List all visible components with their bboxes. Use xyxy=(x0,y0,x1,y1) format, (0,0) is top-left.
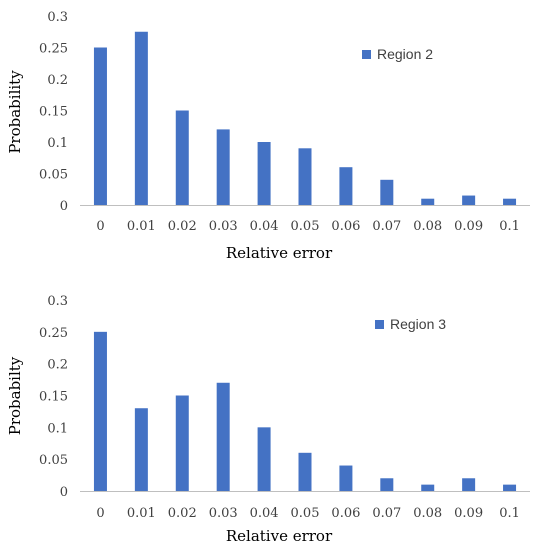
y-tick-label: 0.05 xyxy=(39,168,68,183)
bar xyxy=(380,179,394,205)
x-tick-label: 0 xyxy=(96,506,104,521)
x-tick-label: 0.09 xyxy=(454,506,483,521)
bar xyxy=(421,484,435,491)
x-tick-label: 0.07 xyxy=(372,219,401,234)
bar xyxy=(421,198,435,205)
x-tick-label: 0.05 xyxy=(291,219,320,234)
x-axis-title: Relative error xyxy=(226,527,333,545)
x-tick-label: 0.01 xyxy=(127,219,156,234)
x-tick-label: 0.1 xyxy=(499,219,520,234)
x-tick-labels: 0 0.01 0.02 0.03 0.04 0.05 0.06 0.07 0.08 0.09 0.1 xyxy=(96,506,520,521)
x-tick-label: 0.06 xyxy=(331,219,360,234)
y-tick-label: 0.25 xyxy=(39,326,68,341)
x-tick-label: 0.1 xyxy=(499,506,520,521)
bar xyxy=(339,167,353,205)
bar xyxy=(503,484,517,491)
bar xyxy=(339,465,353,491)
x-tick-label: 0.09 xyxy=(454,219,483,234)
chart-region-2: Probability Relative error 00.050.10.150… xyxy=(6,10,530,262)
bar xyxy=(134,31,148,205)
legend: Region 2 xyxy=(362,46,433,62)
x-tick-label: 0.02 xyxy=(168,506,197,521)
x-tick-label: 0.02 xyxy=(168,219,197,234)
y-tick-label: 0.15 xyxy=(39,105,68,120)
bar xyxy=(298,452,312,491)
x-tick-label: 0.08 xyxy=(413,219,442,234)
bar xyxy=(216,382,230,491)
x-tick-label: 0.04 xyxy=(250,219,279,234)
legend-label: Region 2 xyxy=(377,46,433,62)
legend: Region 3 xyxy=(375,316,446,332)
bar xyxy=(298,148,312,205)
x-tick-label: 0.08 xyxy=(413,506,442,521)
y-tick-label: 0.15 xyxy=(39,390,68,405)
y-tick-label: 0 xyxy=(60,485,68,500)
y-tick-label: 0.1 xyxy=(47,421,68,436)
y-tick-label: 0.3 xyxy=(47,294,68,309)
bar xyxy=(216,129,230,205)
x-tick-labels: 0 0.01 0.02 0.03 0.04 0.05 0.06 0.07 0.08 0.09 0.1 xyxy=(96,219,520,234)
bar xyxy=(462,195,476,205)
bar xyxy=(93,331,107,491)
bar-series xyxy=(93,31,517,205)
x-tick-label: 0 xyxy=(96,219,104,234)
chart-region-3: Probabilty Relative error 0 0.05 0.1 0.15 0.… xyxy=(6,294,530,545)
bar xyxy=(503,198,517,205)
bar xyxy=(257,142,271,205)
x-tick-label: 0.05 xyxy=(291,506,320,521)
legend-label: Region 3 xyxy=(390,316,446,332)
y-tick-label: 0.05 xyxy=(39,453,68,468)
bar xyxy=(134,408,148,491)
bar xyxy=(93,47,107,205)
x-tick-label: 0.07 xyxy=(372,506,401,521)
x-axis-title: Relative error xyxy=(226,244,333,262)
bar-series xyxy=(93,331,517,491)
bar xyxy=(175,395,189,491)
bar xyxy=(175,110,189,205)
y-axis-title: Probabilty xyxy=(6,356,24,435)
y-tick-label: 0.1 xyxy=(47,136,68,151)
legend-swatch xyxy=(362,50,371,59)
x-tick-label: 0.06 xyxy=(331,506,360,521)
legend-swatch xyxy=(375,320,384,329)
bar xyxy=(380,478,394,491)
y-tick-label: 0.2 xyxy=(47,358,68,373)
y-tick-labels: 0 0.05 0.1 0.15 0.2 0.25 0.3 xyxy=(39,10,68,214)
bar xyxy=(462,478,476,491)
x-tick-label: 0.03 xyxy=(209,219,238,234)
y-tick-label: 0.3 xyxy=(47,10,68,25)
y-tick-label: 0 xyxy=(60,199,68,214)
x-tick-label: 0.01 xyxy=(127,506,156,521)
bar xyxy=(257,427,271,491)
y-tick-labels: 0 0.05 0.1 0.15 0.2 0.25 0.3 xyxy=(39,294,68,500)
x-tick-label: 0.03 xyxy=(209,506,238,521)
x-tick-label: 0.04 xyxy=(250,506,279,521)
y-tick-label: 0.25 xyxy=(39,42,68,57)
y-axis-title: Probability xyxy=(6,70,24,154)
y-tick-label: 0.2 xyxy=(47,73,68,88)
